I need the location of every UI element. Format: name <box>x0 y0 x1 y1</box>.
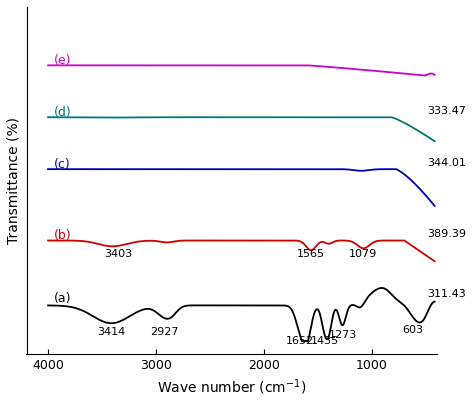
Text: (b): (b) <box>54 229 71 242</box>
Text: 1565: 1565 <box>297 249 325 259</box>
Text: (c): (c) <box>54 158 70 170</box>
Text: 1435: 1435 <box>311 336 339 346</box>
Y-axis label: Transmittance (%): Transmittance (%) <box>7 117 21 244</box>
Text: 389.39: 389.39 <box>427 229 466 239</box>
Text: (d): (d) <box>54 105 71 119</box>
X-axis label: Wave number (cm$^{-1}$): Wave number (cm$^{-1}$) <box>157 377 306 397</box>
Text: 333.47: 333.47 <box>427 106 466 116</box>
Text: 3403: 3403 <box>104 249 132 259</box>
Text: 344.01: 344.01 <box>427 158 466 168</box>
Text: 1079: 1079 <box>349 249 378 259</box>
Text: 311.43: 311.43 <box>427 289 466 299</box>
Text: (a): (a) <box>54 292 71 305</box>
Text: (e): (e) <box>54 54 71 67</box>
Text: 3414: 3414 <box>97 327 126 337</box>
Text: 603: 603 <box>402 325 423 335</box>
Text: 1652: 1652 <box>285 336 313 346</box>
Text: 2927: 2927 <box>150 327 178 337</box>
Text: 1273: 1273 <box>328 330 356 340</box>
